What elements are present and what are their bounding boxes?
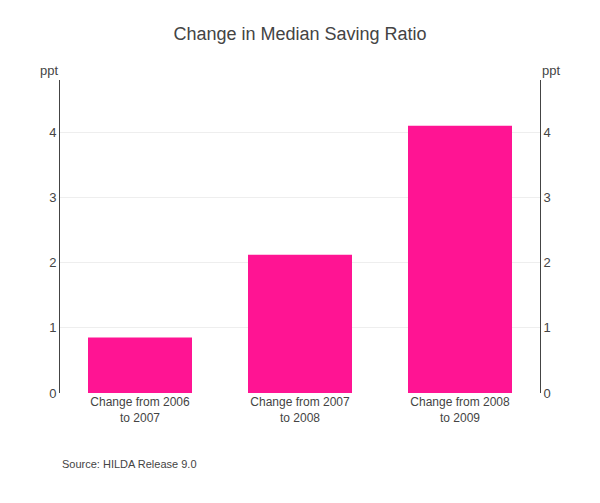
svg-text:0: 0 <box>544 386 551 401</box>
svg-text:2: 2 <box>49 255 56 270</box>
svg-text:1: 1 <box>49 320 56 335</box>
svg-text:Change in Median Saving Ratio: Change in Median Saving Ratio <box>173 24 426 44</box>
svg-text:Change from 2006to 2007: Change from 2006to 2007 <box>90 395 190 425</box>
svg-text:Change from 2008to 2009: Change from 2008to 2009 <box>410 395 510 425</box>
svg-text:4: 4 <box>544 125 551 140</box>
svg-text:2: 2 <box>544 255 551 270</box>
svg-text:Source: HILDA Release 9.0: Source: HILDA Release 9.0 <box>62 458 197 470</box>
svg-text:3: 3 <box>544 190 551 205</box>
svg-text:Change from 2007to 2008: Change from 2007to 2008 <box>250 395 350 425</box>
svg-text:ppt: ppt <box>542 63 560 78</box>
svg-text:ppt: ppt <box>40 63 58 78</box>
svg-text:1: 1 <box>544 320 551 335</box>
svg-text:0: 0 <box>49 386 56 401</box>
svg-text:4: 4 <box>49 125 56 140</box>
svg-text:3: 3 <box>49 190 56 205</box>
